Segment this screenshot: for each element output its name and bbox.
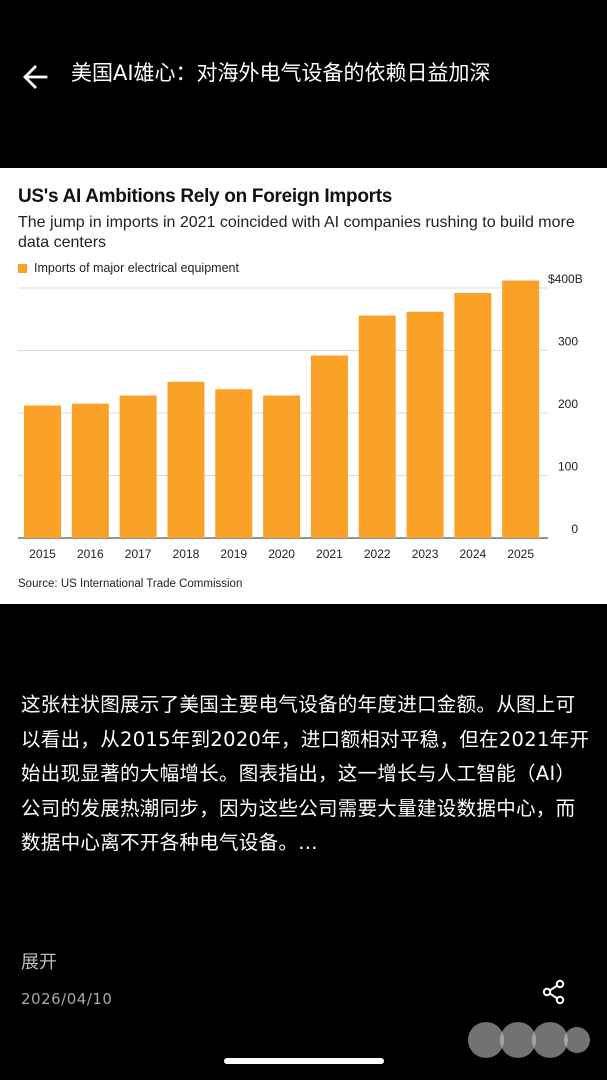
bar: [263, 395, 301, 538]
chart-source: Source: US International Trade Commissio…: [18, 578, 243, 590]
bar: [502, 280, 540, 538]
chart-legend: Imports of major electrical equipment: [18, 261, 239, 275]
y-tick-label: 100: [558, 460, 578, 474]
bar: [119, 395, 157, 538]
bar: [358, 315, 396, 538]
back-button[interactable]: [14, 58, 56, 96]
x-tick-label: 2015: [29, 547, 56, 561]
x-tick-label: 2021: [316, 547, 343, 561]
publish-date: 2026/04/10: [21, 990, 113, 1008]
y-tick-label: 200: [558, 397, 578, 411]
x-tick-label: 2024: [460, 547, 487, 561]
x-tick-label: 2019: [220, 547, 247, 561]
chart-title: US's AI Ambitions Rely on Foreign Import…: [18, 186, 393, 207]
x-tick-label: 2025: [507, 547, 534, 561]
share-icon: [542, 979, 565, 1005]
x-tick-label: 2018: [173, 547, 200, 561]
header: 美国AI雄心：对海外电气设备的依赖日益加深: [0, 0, 607, 150]
y-tick-label: 0: [571, 522, 578, 536]
y-tick-label: $400B: [548, 272, 583, 286]
x-tick-label: 2016: [77, 547, 104, 561]
watermark-badge: [468, 1022, 590, 1058]
bar: [71, 403, 109, 538]
bar: [167, 381, 205, 538]
chart-image[interactable]: 0 100 200 300 $400B 2015 2016 2017 2018 2019 2020 2…: [0, 168, 607, 604]
arrow-left-icon: [23, 65, 48, 89]
legend-swatch: [18, 263, 27, 273]
page-title: 美国AI雄心：对海外电气设备的依赖日益加深: [71, 61, 491, 85]
x-tick-label: 2023: [412, 547, 439, 561]
expand-button[interactable]: 展开: [21, 952, 57, 973]
x-tick-label: 2020: [268, 547, 295, 561]
bar: [24, 405, 61, 538]
x-tick-label: 2022: [364, 547, 391, 561]
bar: [406, 311, 444, 538]
y-tick-label: 300: [558, 335, 578, 349]
share-button[interactable]: [538, 976, 570, 1008]
chart-subtitle: The jump in imports in 2021 coincided wi…: [18, 214, 575, 251]
x-tick-label: 2017: [125, 547, 152, 561]
bar: [310, 355, 348, 538]
legend-label: Imports of major electrical equipment: [34, 261, 239, 275]
bar-chart: 0 100 200 300 $400B 2015 2016 2017 2018 2019 2020 2…: [18, 272, 583, 561]
article-description: 这张柱状图展示了美国主要电气设备的年度进口金额。从图上可以看出，从2015年到2…: [21, 693, 590, 854]
watermark-logo: [466, 1018, 591, 1076]
home-indicator[interactable]: [224, 1058, 384, 1064]
bar: [215, 389, 253, 538]
bar: [454, 293, 492, 538]
